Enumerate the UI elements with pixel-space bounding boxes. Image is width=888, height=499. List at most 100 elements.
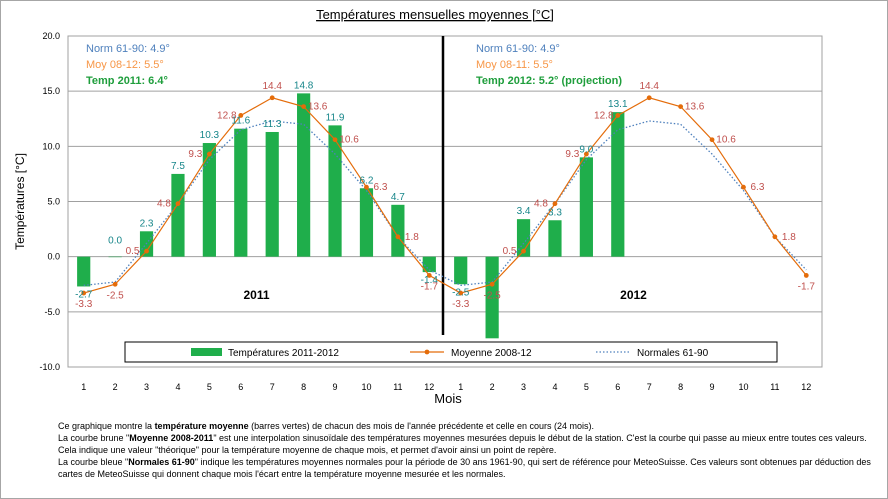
- x-axis-label: Mois: [434, 391, 462, 406]
- x-tick-label: 3: [521, 382, 526, 392]
- temperature-bar: [171, 173, 185, 257]
- moyenne-point: [206, 151, 212, 157]
- x-tick-label: 12: [424, 382, 434, 392]
- moyenne-point: [175, 201, 181, 207]
- bar-data-label: 6.2: [360, 175, 374, 186]
- temperature-bar: [579, 157, 593, 257]
- line-data-label: 4.8: [157, 199, 171, 210]
- line-data-label: 13.6: [685, 102, 705, 113]
- bar-data-label: 11.6: [231, 116, 250, 127]
- x-tick-label: 2: [113, 382, 118, 392]
- temperature-bar: [454, 256, 468, 285]
- line-data-label: 13.6: [308, 102, 328, 113]
- x-tick-label: 11: [770, 382, 779, 392]
- note-paragraph: Ce graphique montre la température moyen…: [58, 420, 878, 432]
- x-tick-label: 8: [301, 382, 306, 392]
- line-data-label: 9.3: [188, 149, 202, 160]
- annotation-left-moy: Moy 08-12: 5.5°: [86, 59, 164, 71]
- legend-label-moyenne: Moyenne 2008-12: [451, 348, 532, 359]
- year-label-2012: 2012: [620, 288, 647, 302]
- x-tick-label: 9: [333, 382, 338, 392]
- moyenne-point: [678, 104, 684, 110]
- x-tick-label: 6: [615, 382, 620, 392]
- x-tick-label: 7: [647, 382, 652, 392]
- x-tick-label: 11: [393, 382, 402, 392]
- moyenne-point: [301, 104, 307, 110]
- temperature-bar: [297, 93, 311, 257]
- temperature-bar: [108, 256, 122, 258]
- x-tick-label: 10: [361, 382, 371, 392]
- moyenne-point: [332, 137, 338, 143]
- line-data-label: -1.7: [798, 281, 816, 292]
- annotation-right-norm: Norm 61-90: 4.9°: [476, 43, 560, 55]
- bar-data-label: -2.5: [452, 287, 470, 298]
- bar-data-label: 3.4: [517, 206, 531, 217]
- x-tick-label: 9: [710, 382, 715, 392]
- bar-data-label: 11.9: [326, 112, 345, 123]
- x-tick-label: 1: [458, 382, 463, 392]
- temperature-bar: [391, 204, 405, 257]
- normales-line: [83, 120, 807, 287]
- x-tick-label: 3: [144, 382, 149, 392]
- bar-data-label: 7.5: [171, 161, 185, 172]
- moyenne-point: [364, 184, 369, 190]
- annotation-right-temp: Temp 2012: 5.2° (projection): [476, 75, 622, 87]
- temperature-bar: [234, 128, 248, 257]
- line-data-label: 12.8: [594, 110, 614, 121]
- moyenne-point: [81, 290, 87, 296]
- temperature-bar: [485, 256, 499, 339]
- line-data-label: 14.4: [639, 81, 659, 92]
- line-data-label: -2.5: [484, 290, 502, 301]
- line-data-label: 6.3: [751, 182, 765, 193]
- y-tick-label: -10.0: [39, 362, 60, 372]
- note-text: La courbe bleue ": [58, 457, 129, 467]
- note-paragraph: La courbe brune "Moyenne 2008-2011" est …: [58, 432, 878, 456]
- note-text: " indique les températures moyennes norm…: [58, 457, 871, 479]
- note-text: " est une interpolation sinusoïdale des …: [58, 433, 867, 455]
- bar-data-label: 10.3: [200, 130, 220, 141]
- bar-data-label: -1.4: [421, 275, 439, 286]
- bar-data-label: 11.3: [263, 119, 282, 130]
- note-emphasis: Normales 61-90: [128, 457, 195, 467]
- moyenne-point: [772, 234, 778, 240]
- annotation-left-temp: Temp 2011: 6.4°: [86, 75, 168, 87]
- line-data-label: -1.7: [421, 281, 439, 292]
- temperature-chart: Températures mensuelles moyennes [°C] 2 0.…: [13, 7, 823, 406]
- moyenne-point: [458, 290, 464, 296]
- x-tick-label: 12: [801, 382, 811, 392]
- chart-title: Températures mensuelles moyennes [°C]: [316, 7, 554, 22]
- y-tick-label: 5.0: [47, 197, 60, 207]
- line-data-label: -3.3: [75, 299, 93, 310]
- bar-data-label: -2.7: [75, 289, 93, 300]
- moyenne-point: [521, 248, 526, 254]
- moyenne-point: [426, 273, 432, 278]
- line-data-label: 9.3: [565, 149, 579, 160]
- line-data-label: 1.8: [405, 232, 419, 243]
- moyenne-point: [552, 201, 558, 207]
- temperature-bar: [516, 219, 531, 257]
- temperature-bar: [611, 112, 625, 257]
- temperature-bar: [359, 188, 374, 257]
- line-data-label: 6.3: [374, 182, 388, 193]
- temperature-bar: [77, 256, 91, 287]
- note-text: Ce graphique montre la: [58, 421, 155, 431]
- bar-data-label: 14.8: [294, 80, 314, 91]
- x-tick-label: 7: [270, 382, 275, 392]
- note-paragraph: La courbe bleue "Normales 61-90" indique…: [58, 456, 878, 480]
- bar-data-label: 13.1: [608, 99, 628, 110]
- annotation-right-moy: Moy 08-11: 5.5°: [476, 59, 553, 71]
- line-data-label: 10.6: [716, 135, 736, 146]
- line-data-label: 12.8: [217, 110, 237, 121]
- x-tick-label: 10: [738, 382, 748, 392]
- moyenne-point: [395, 234, 401, 240]
- line-data-label: 0.5: [126, 246, 140, 257]
- moyenne-point: [646, 95, 652, 101]
- note-emphasis: Moyenne 2008-2011: [129, 433, 214, 443]
- x-tick-label: 1: [81, 382, 86, 392]
- moyenne-point: [615, 113, 621, 118]
- legend-swatch-bars: [191, 348, 222, 356]
- line-data-label: 14.4: [262, 81, 282, 92]
- bar-data-label: 4.7: [391, 192, 405, 203]
- plot-area: [67, 35, 823, 368]
- temperature-bar: [265, 131, 279, 257]
